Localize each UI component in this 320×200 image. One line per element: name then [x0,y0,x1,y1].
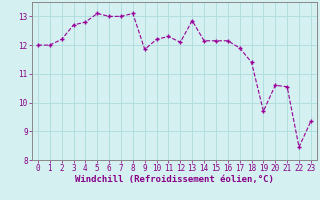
X-axis label: Windchill (Refroidissement éolien,°C): Windchill (Refroidissement éolien,°C) [75,175,274,184]
